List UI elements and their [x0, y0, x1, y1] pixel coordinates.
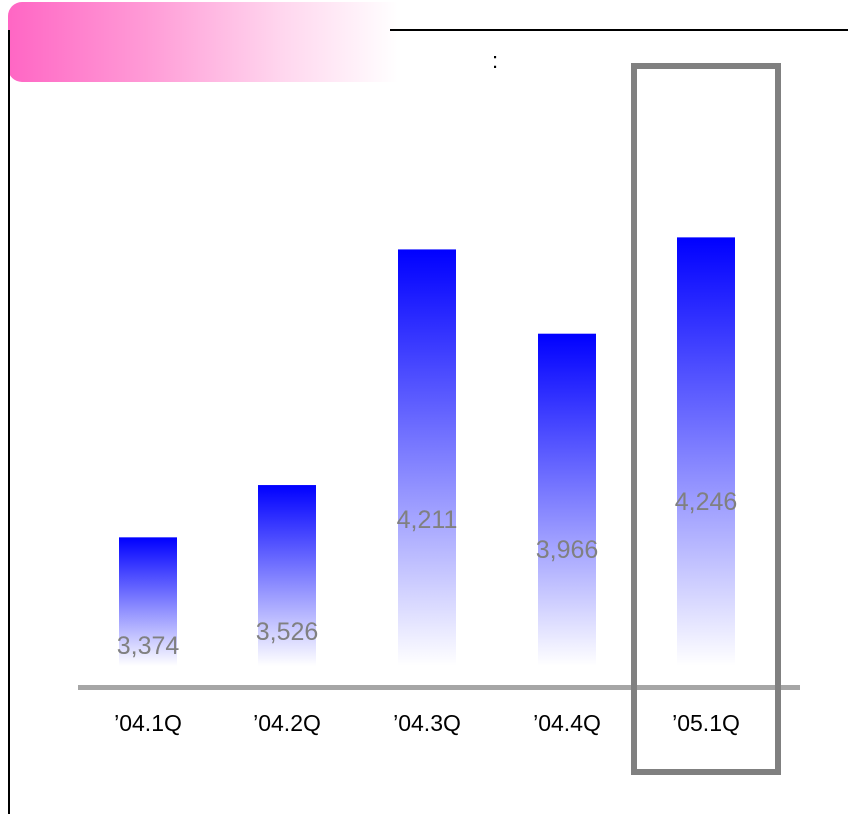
x-tick-label: ’04.4Q — [533, 710, 601, 736]
left-divider — [8, 30, 10, 814]
bar-value-label: 4,246 — [675, 488, 738, 516]
bar-value-label: 3,526 — [256, 618, 319, 646]
bar-value-label: 4,211 — [397, 506, 458, 534]
bar — [538, 333, 596, 666]
top-divider — [390, 29, 848, 31]
bar — [677, 237, 735, 666]
header-colon: : — [492, 48, 499, 73]
x-tick-label: ’04.2Q — [253, 710, 321, 736]
x-tick-label: ’04.3Q — [393, 710, 461, 736]
bar — [258, 485, 316, 666]
bar-value-label: 3,966 — [536, 536, 599, 564]
x-tick-label: ’04.1Q — [114, 710, 182, 736]
x-axis-baseline — [78, 685, 800, 690]
x-tick-label: ’05.1Q — [672, 710, 740, 736]
bar — [119, 537, 177, 666]
highlight-box — [631, 63, 781, 775]
bar — [398, 249, 456, 666]
bar-value-label: 3,374 — [117, 632, 180, 660]
header-banner — [8, 2, 398, 82]
